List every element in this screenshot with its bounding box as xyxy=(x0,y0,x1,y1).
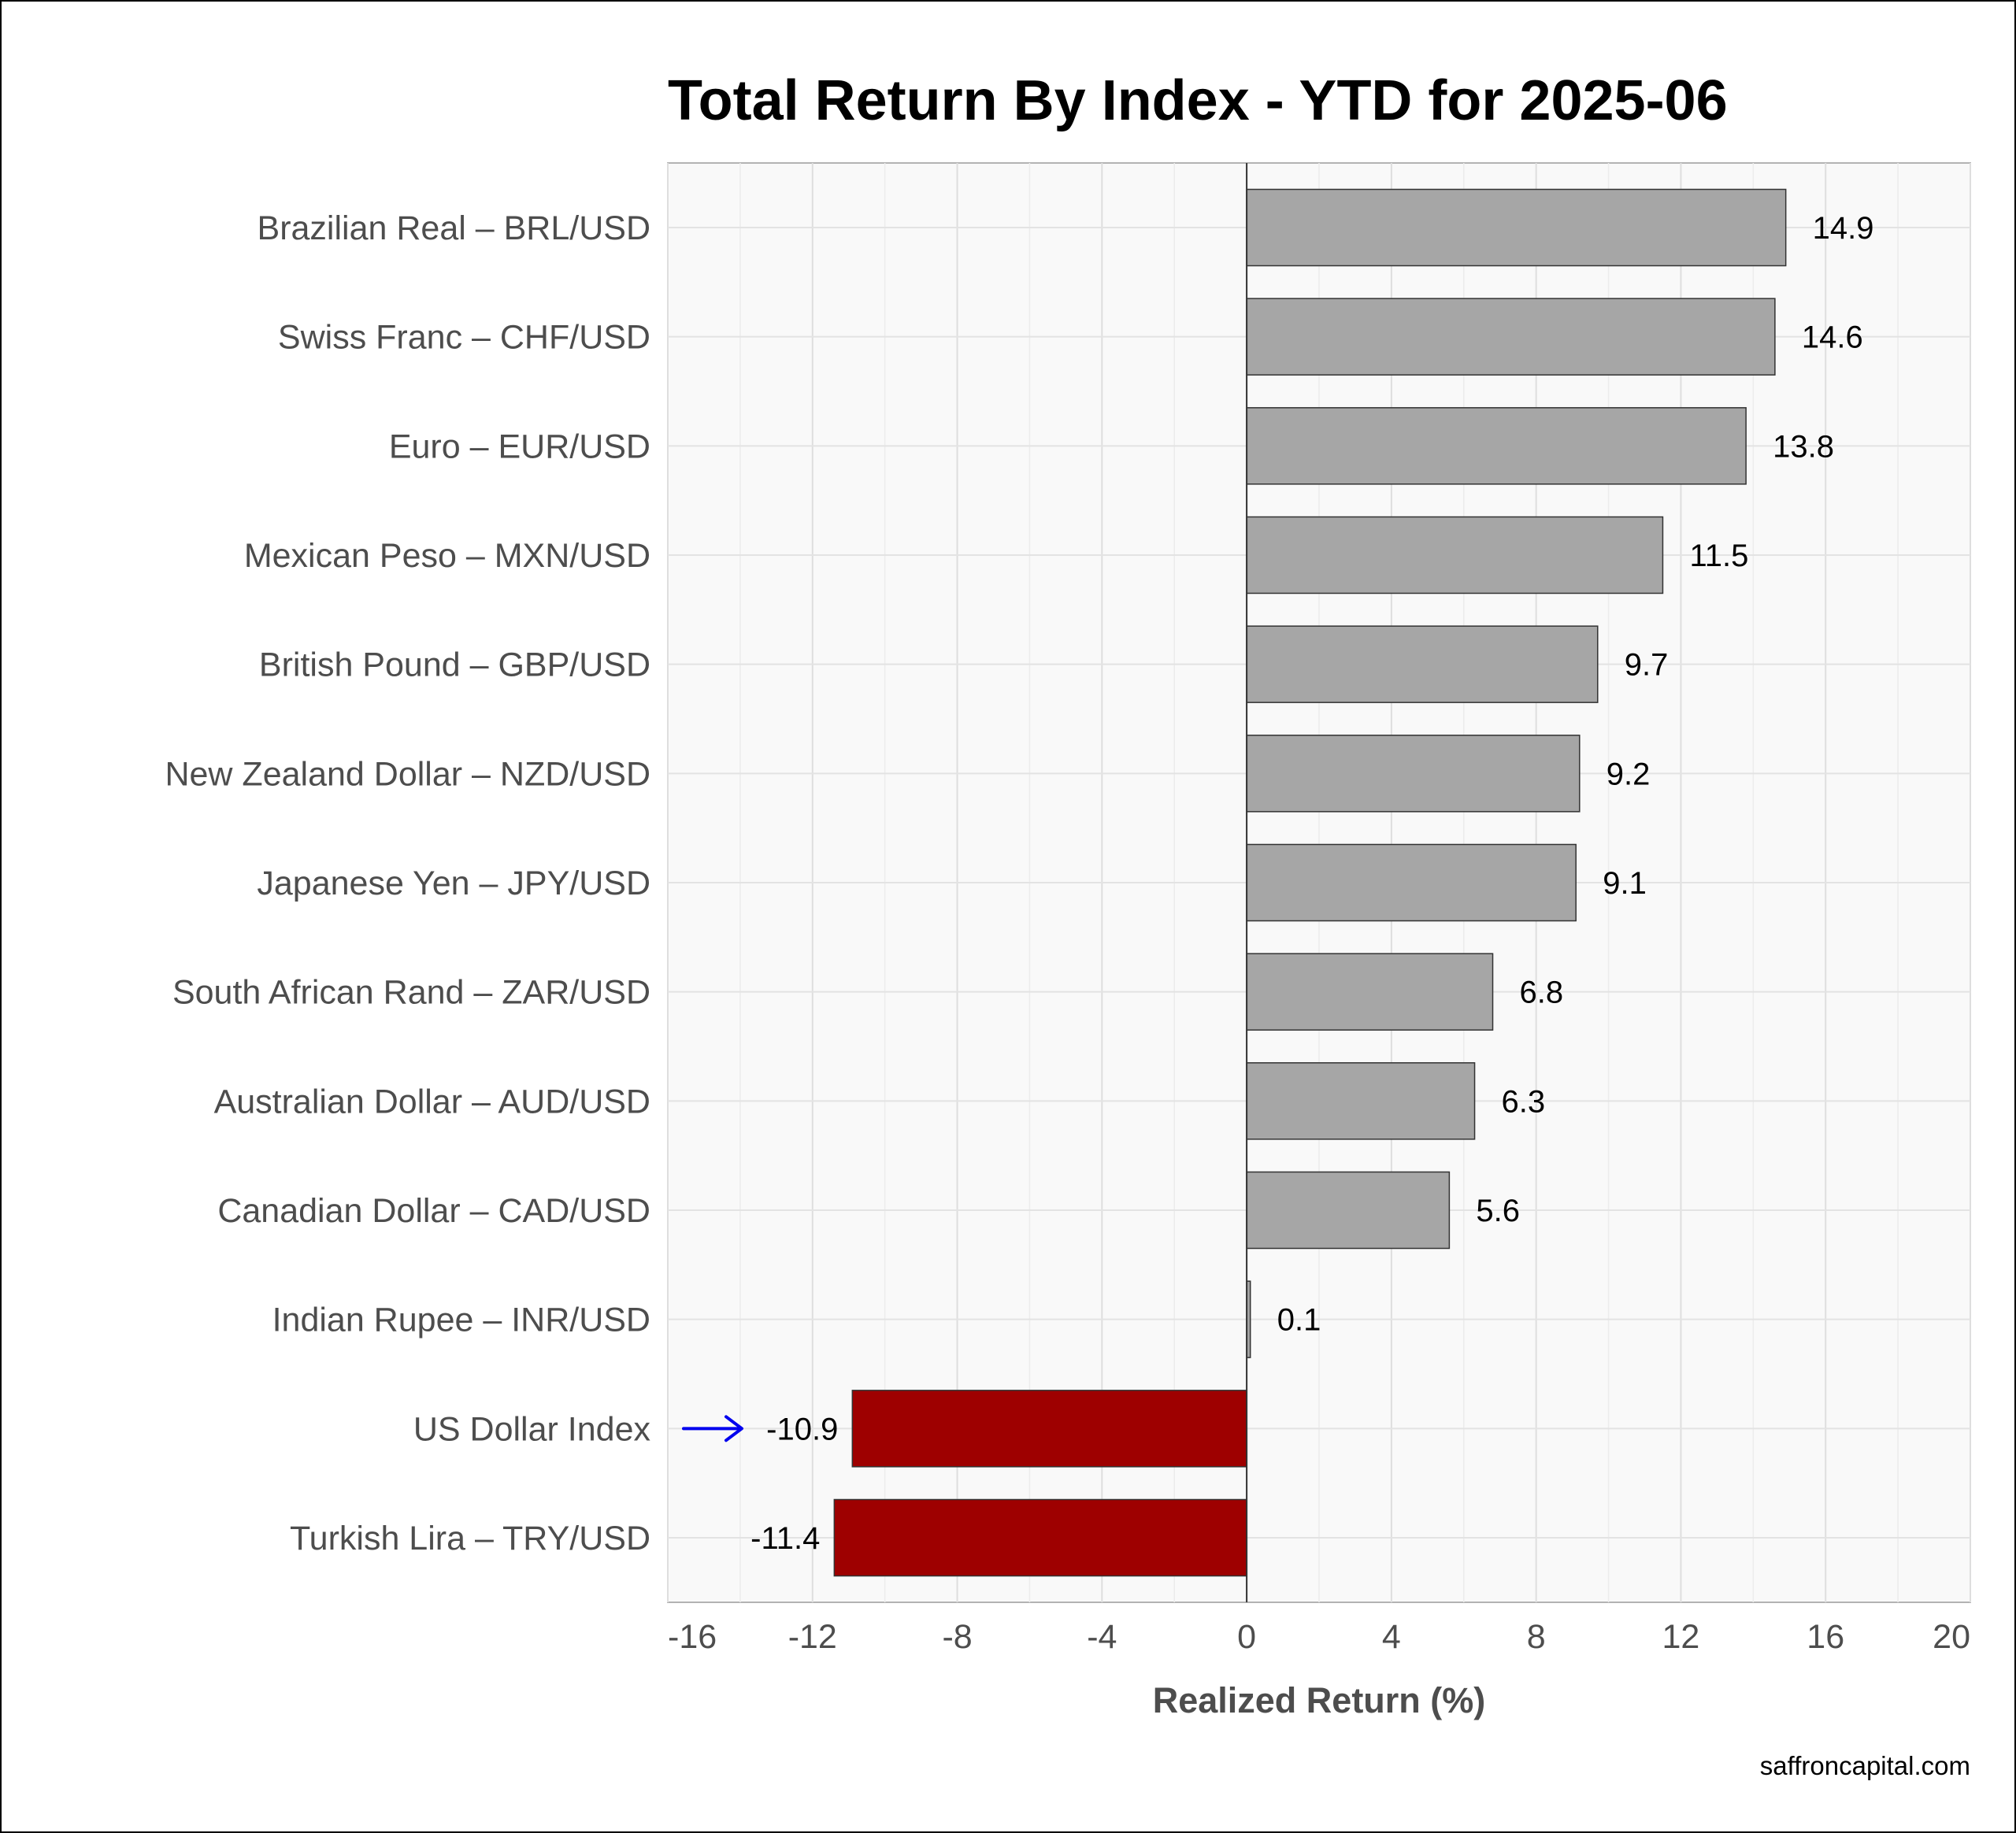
bar xyxy=(1246,516,1664,594)
category-labels: Brazilian Real – BRL/USD Swiss Franc – CH… xyxy=(165,209,650,1557)
bar xyxy=(1246,735,1581,813)
category-label: Australian Dollar – AUD/USD xyxy=(214,1083,650,1120)
category-label: Brazilian Real – BRL/USD xyxy=(258,209,650,247)
value-label: 11.5 xyxy=(1689,539,1748,573)
x-tick-label: 4 xyxy=(1382,1618,1401,1656)
value-label: 9.1 xyxy=(1603,866,1647,901)
category-label: New Zealand Dollar – NZD/USD xyxy=(165,755,650,793)
bar xyxy=(1246,1062,1476,1140)
value-label: 14.6 xyxy=(1802,320,1863,355)
highlight-arrow-icon xyxy=(682,1415,743,1442)
category-label: Turkish Lira – TRY/USD xyxy=(290,1520,650,1557)
x-tick-label: -16 xyxy=(668,1618,717,1656)
category-label: Swiss Franc – CHF/USD xyxy=(278,319,650,357)
value-label: -11.4 xyxy=(750,1521,820,1556)
value-label: 13.8 xyxy=(1773,429,1834,464)
category-label: Euro – EUR/USD xyxy=(389,428,650,465)
chart-title: Total Return By Index - YTD for 2025-06 xyxy=(668,69,1728,132)
x-tick-label: 8 xyxy=(1527,1618,1546,1656)
x-tick-label: 12 xyxy=(1662,1618,1700,1656)
bars xyxy=(833,188,1787,1577)
value-label: 9.2 xyxy=(1606,757,1651,791)
x-tick-label: -12 xyxy=(788,1618,837,1656)
x-tick-label: -4 xyxy=(1087,1618,1117,1656)
value-label: 6.8 xyxy=(1520,976,1564,1010)
category-label: South African Rand – ZAR/USD xyxy=(172,974,650,1012)
x-tick-label: 20 xyxy=(1933,1618,1970,1656)
category-label: Mexican Peso – MXN/USD xyxy=(244,537,650,575)
x-tick-label: 0 xyxy=(1237,1618,1256,1656)
bar xyxy=(833,1498,1247,1577)
bar xyxy=(1246,298,1776,376)
value-label: -10.9 xyxy=(766,1412,838,1446)
value-label: 0.1 xyxy=(1277,1303,1321,1338)
bar xyxy=(1246,625,1599,703)
value-label: 5.6 xyxy=(1476,1194,1520,1228)
bar xyxy=(851,1390,1247,1468)
category-label: Indian Rupee – INR/USD xyxy=(272,1302,650,1339)
source-caption: saffroncapital.com xyxy=(1760,1751,1970,1780)
bar xyxy=(1246,953,1494,1031)
category-label: British Pound – GBP/USD xyxy=(259,646,650,684)
category-label: US Dollar Index xyxy=(413,1410,651,1448)
category-label: Japanese Yen – JPY/USD xyxy=(257,865,650,902)
x-axis-title: Realized Return (%) xyxy=(1153,1680,1486,1720)
value-label: 6.3 xyxy=(1502,1084,1546,1119)
category-label: Canadian Dollar – CAD/USD xyxy=(217,1192,650,1230)
value-labels: 14.9 14.6 13.8 11.5 9.7 9.2 9.1 6.8 6.3 5.6 0.1 -10… xyxy=(750,211,1873,1556)
x-tick-label: 16 xyxy=(1807,1618,1844,1656)
bar xyxy=(1246,843,1577,922)
bar xyxy=(1246,1171,1451,1250)
value-label: 9.7 xyxy=(1625,648,1669,683)
x-axis-ticks: -16 -12 -8 -4 0 4 8 12 16 20 xyxy=(668,1618,1970,1656)
bar xyxy=(1246,407,1747,485)
x-tick-label: -8 xyxy=(942,1618,972,1656)
value-label: 14.9 xyxy=(1813,211,1874,246)
bar xyxy=(1246,188,1787,267)
